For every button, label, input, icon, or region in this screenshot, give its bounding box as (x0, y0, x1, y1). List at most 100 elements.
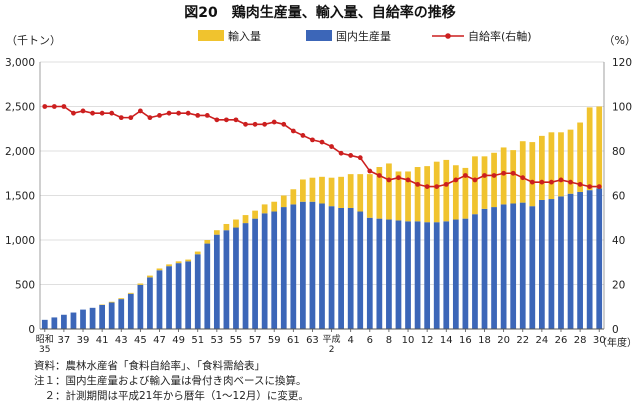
bar-imports (223, 223, 230, 231)
rate-point (204, 113, 210, 118)
y-right-tick-label: 80 (612, 146, 625, 158)
bar-domestic (462, 218, 469, 329)
bar-domestic (376, 218, 383, 329)
rate-point (596, 184, 602, 190)
bar-imports (596, 106, 603, 189)
bar-domestic (519, 202, 526, 329)
x-tick-label: 55 (230, 335, 243, 346)
rate-point (376, 173, 382, 178)
bar-imports (185, 259, 192, 262)
bar-domestic (567, 193, 574, 329)
x-tick-label: 平成 (323, 333, 341, 345)
bar-domestic (386, 219, 392, 329)
bar-imports (271, 201, 278, 212)
rate-point (300, 133, 306, 138)
rate-point (549, 179, 554, 185)
bar-domestic (366, 217, 373, 329)
bar-domestic (127, 293, 134, 329)
bar-domestic (347, 207, 354, 329)
rate-point (42, 104, 48, 109)
rate-point (118, 115, 124, 121)
y-right-tick-label: 60 (612, 191, 625, 203)
y-left-tick-label: 1,500 (5, 191, 35, 203)
bar-domestic (80, 309, 86, 329)
rate-point (51, 104, 57, 109)
bar-imports (118, 298, 125, 300)
chart-title: 図20 鶏肉生産量、輸入量、自給率の推移 (184, 4, 455, 21)
rate-point (166, 110, 172, 116)
rate-point (233, 117, 239, 123)
bar-domestic (118, 299, 125, 329)
y-left-tick-label: 3,000 (5, 57, 35, 69)
bar-imports (338, 176, 344, 208)
rate-point (99, 110, 105, 116)
bar-domestic (596, 188, 603, 329)
bar-domestic (405, 221, 411, 329)
bar-domestic (271, 211, 278, 329)
rate-point (424, 184, 430, 190)
rate-point (214, 117, 220, 123)
x-tick-label: 41 (96, 335, 109, 346)
bar-imports (156, 268, 163, 271)
x-tick-label: 63 (306, 335, 319, 346)
rate-point (357, 155, 363, 161)
bar-domestic (233, 227, 239, 329)
x-tick-label: 45 (134, 335, 147, 346)
y-left-unit: （千トン） (6, 34, 61, 47)
x-tick-label: 35 (39, 345, 50, 355)
x-tick-label: 47 (153, 335, 166, 346)
rate-point (109, 110, 115, 116)
bar-domestic (70, 312, 77, 329)
bar-imports (328, 177, 335, 207)
x-tick-label: 14 (440, 335, 453, 346)
bar-domestic (185, 261, 192, 329)
bar-imports (577, 122, 583, 192)
bar-imports (290, 189, 297, 205)
x-tick-label: 18 (478, 335, 491, 346)
x-unit: （年度） (597, 336, 637, 349)
bar-domestic (338, 207, 344, 329)
x-tick-label: 10 (402, 335, 415, 346)
rate-point (577, 181, 583, 187)
bar-domestic (558, 196, 564, 329)
bar-imports (300, 179, 306, 202)
axes: 0 500 1,000 1,500 2,000 2,500 3,000 0 20 40 60 80 10… (5, 57, 632, 355)
x-tick-label: 49 (172, 335, 185, 346)
bar-domestic (452, 219, 459, 329)
x-tick-label: 2 (329, 345, 335, 355)
bar-domestic (510, 203, 517, 329)
bar-imports (137, 283, 144, 285)
rate-point (71, 110, 76, 116)
rate-point (510, 170, 516, 176)
x-tick-label: 6 (367, 335, 373, 346)
rate-series (42, 104, 602, 190)
legend-swatch-domestic (306, 30, 332, 41)
x-tick-label: 20 (497, 335, 510, 346)
bar-domestic (89, 307, 96, 329)
bar-domestic (204, 243, 211, 329)
y-left-tick-label: 2,500 (5, 102, 35, 114)
rate-point (176, 110, 182, 116)
bar-imports (204, 240, 211, 244)
bar-domestic (280, 207, 287, 329)
bar-imports (491, 152, 497, 208)
x-tick-label: 51 (191, 335, 204, 346)
rate-point (405, 177, 411, 183)
bar-imports (175, 261, 182, 264)
x-tick-label: 16 (459, 335, 472, 346)
rate-point (568, 179, 573, 185)
bar-imports (558, 132, 564, 197)
bar-imports (347, 174, 354, 208)
x-tick-label: 59 (268, 335, 281, 346)
bar-imports (500, 147, 507, 205)
bar-imports (194, 251, 201, 255)
bar-domestic (586, 190, 593, 329)
bar-domestic (61, 314, 67, 329)
bar-imports (252, 210, 258, 219)
rate-point (310, 137, 315, 143)
rate-point (472, 177, 478, 183)
bar-domestic (395, 220, 402, 329)
legend: 輸入量 国内生産量 自給率(右軸) (198, 29, 532, 43)
bar-domestic (300, 201, 306, 329)
note-source: 資料：農林水産省「食料自給率」、「食料需給表」 (34, 360, 265, 372)
